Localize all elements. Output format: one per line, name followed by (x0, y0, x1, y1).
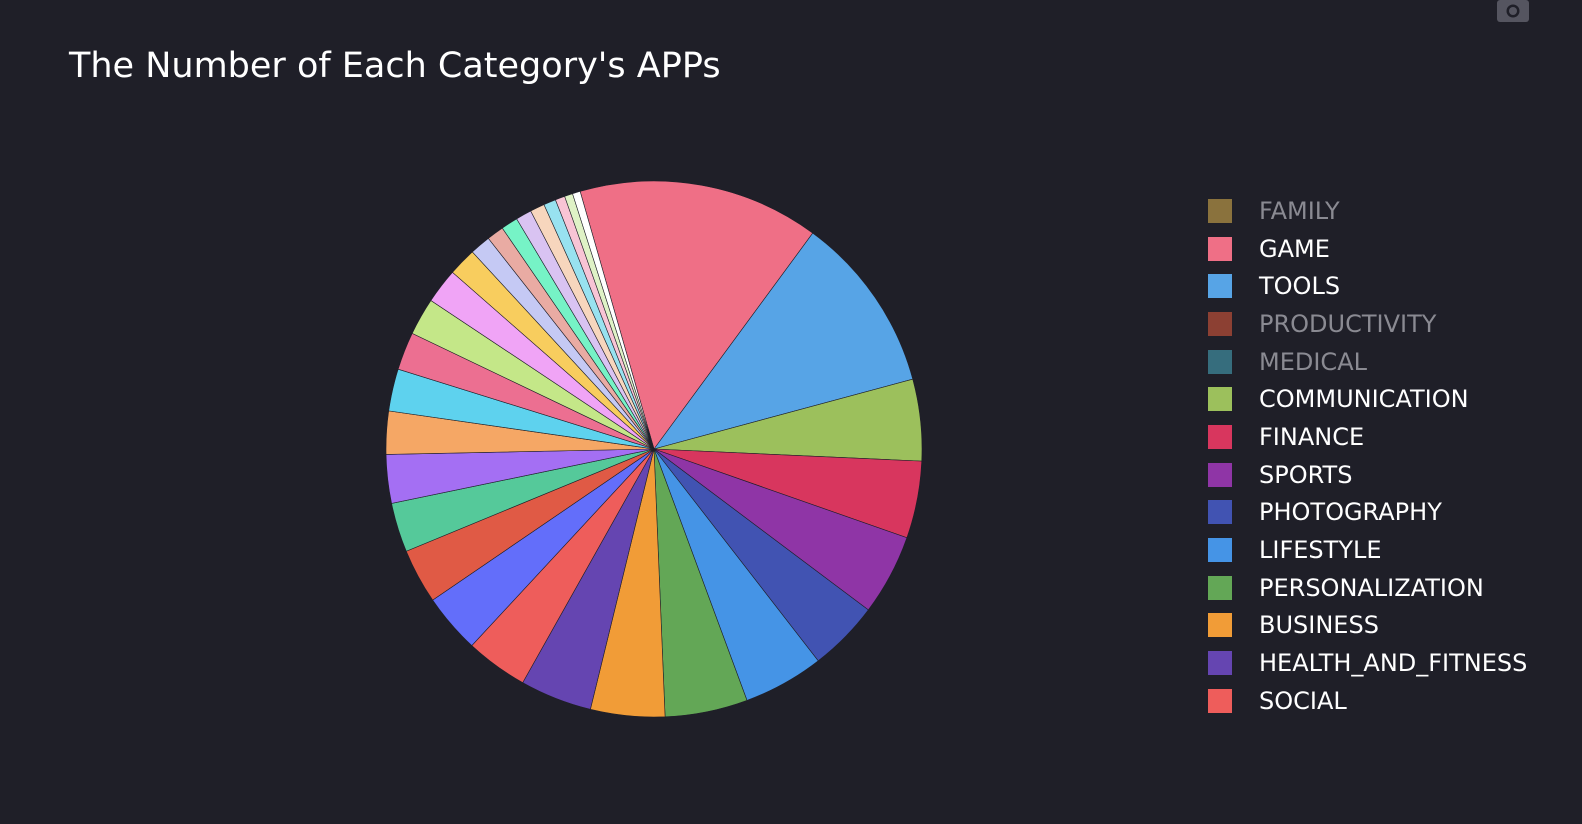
legend-label: HEALTH_AND_FITNESS (1259, 649, 1528, 678)
pie-slices (385, 180, 923, 718)
legend-item-game[interactable]: GAME (1208, 230, 1527, 268)
legend-swatch (1208, 424, 1232, 449)
legend: FAMILY GAME TOOLS PRODUCTIVITY MEDICAL COMMUN… (1208, 192, 1527, 720)
legend-label: MEDICAL (1259, 347, 1367, 376)
legend-item-photography[interactable]: PHOTOGRAPHY (1208, 494, 1527, 532)
pie-slice-unlabeled-30[interactable] (572, 191, 655, 450)
legend-label: SPORTS (1259, 460, 1353, 489)
legend-item-productivity[interactable]: PRODUCTIVITY (1208, 305, 1527, 343)
chart-title: The Number of Each Category's APPs (69, 46, 721, 86)
legend-swatch (1208, 387, 1232, 412)
camera-icon[interactable] (1497, 0, 1533, 22)
legend-item-medical[interactable]: MEDICAL (1208, 343, 1527, 381)
legend-label: GAME (1259, 234, 1330, 263)
legend-item-business[interactable]: BUSINESS (1208, 607, 1527, 645)
legend-swatch (1208, 500, 1232, 525)
pie-slice-game[interactable] (579, 180, 814, 450)
legend-item-communication[interactable]: COMMUNICATION (1208, 380, 1527, 418)
legend-item-health-and-fitness[interactable]: HEALTH_AND_FITNESS (1208, 644, 1527, 682)
legend-label: BUSINESS (1259, 611, 1379, 640)
legend-label: PHOTOGRAPHY (1259, 498, 1442, 527)
legend-swatch (1208, 349, 1232, 374)
legend-swatch (1208, 311, 1232, 336)
pie-slice-tools[interactable] (653, 232, 914, 450)
legend-item-finance[interactable]: FINANCE (1208, 418, 1527, 456)
legend-item-lifestyle[interactable]: LIFESTYLE (1208, 531, 1527, 569)
legend-label: FAMILY (1259, 196, 1340, 225)
legend-item-tools[interactable]: TOOLS (1208, 267, 1527, 305)
legend-label: SOCIAL (1259, 686, 1347, 715)
legend-swatch (1208, 651, 1232, 676)
legend-swatch (1208, 274, 1232, 299)
legend-item-social[interactable]: SOCIAL (1208, 682, 1527, 720)
legend-label: PRODUCTIVITY (1259, 309, 1437, 338)
legend-label: LIFESTYLE (1259, 536, 1382, 565)
legend-swatch (1208, 688, 1232, 713)
legend-swatch (1208, 613, 1232, 638)
legend-swatch (1208, 236, 1232, 261)
legend-item-sports[interactable]: SPORTS (1208, 456, 1527, 494)
legend-label: COMMUNICATION (1259, 385, 1469, 414)
legend-item-family[interactable]: FAMILY (1208, 192, 1527, 230)
legend-label: TOOLS (1259, 272, 1341, 301)
legend-label: FINANCE (1259, 422, 1365, 451)
legend-swatch (1208, 198, 1232, 223)
legend-swatch (1208, 538, 1232, 563)
legend-label: PERSONALIZATION (1259, 573, 1484, 602)
legend-swatch (1208, 575, 1232, 600)
legend-item-personalization[interactable]: PERSONALIZATION (1208, 569, 1527, 607)
legend-swatch (1208, 462, 1232, 487)
